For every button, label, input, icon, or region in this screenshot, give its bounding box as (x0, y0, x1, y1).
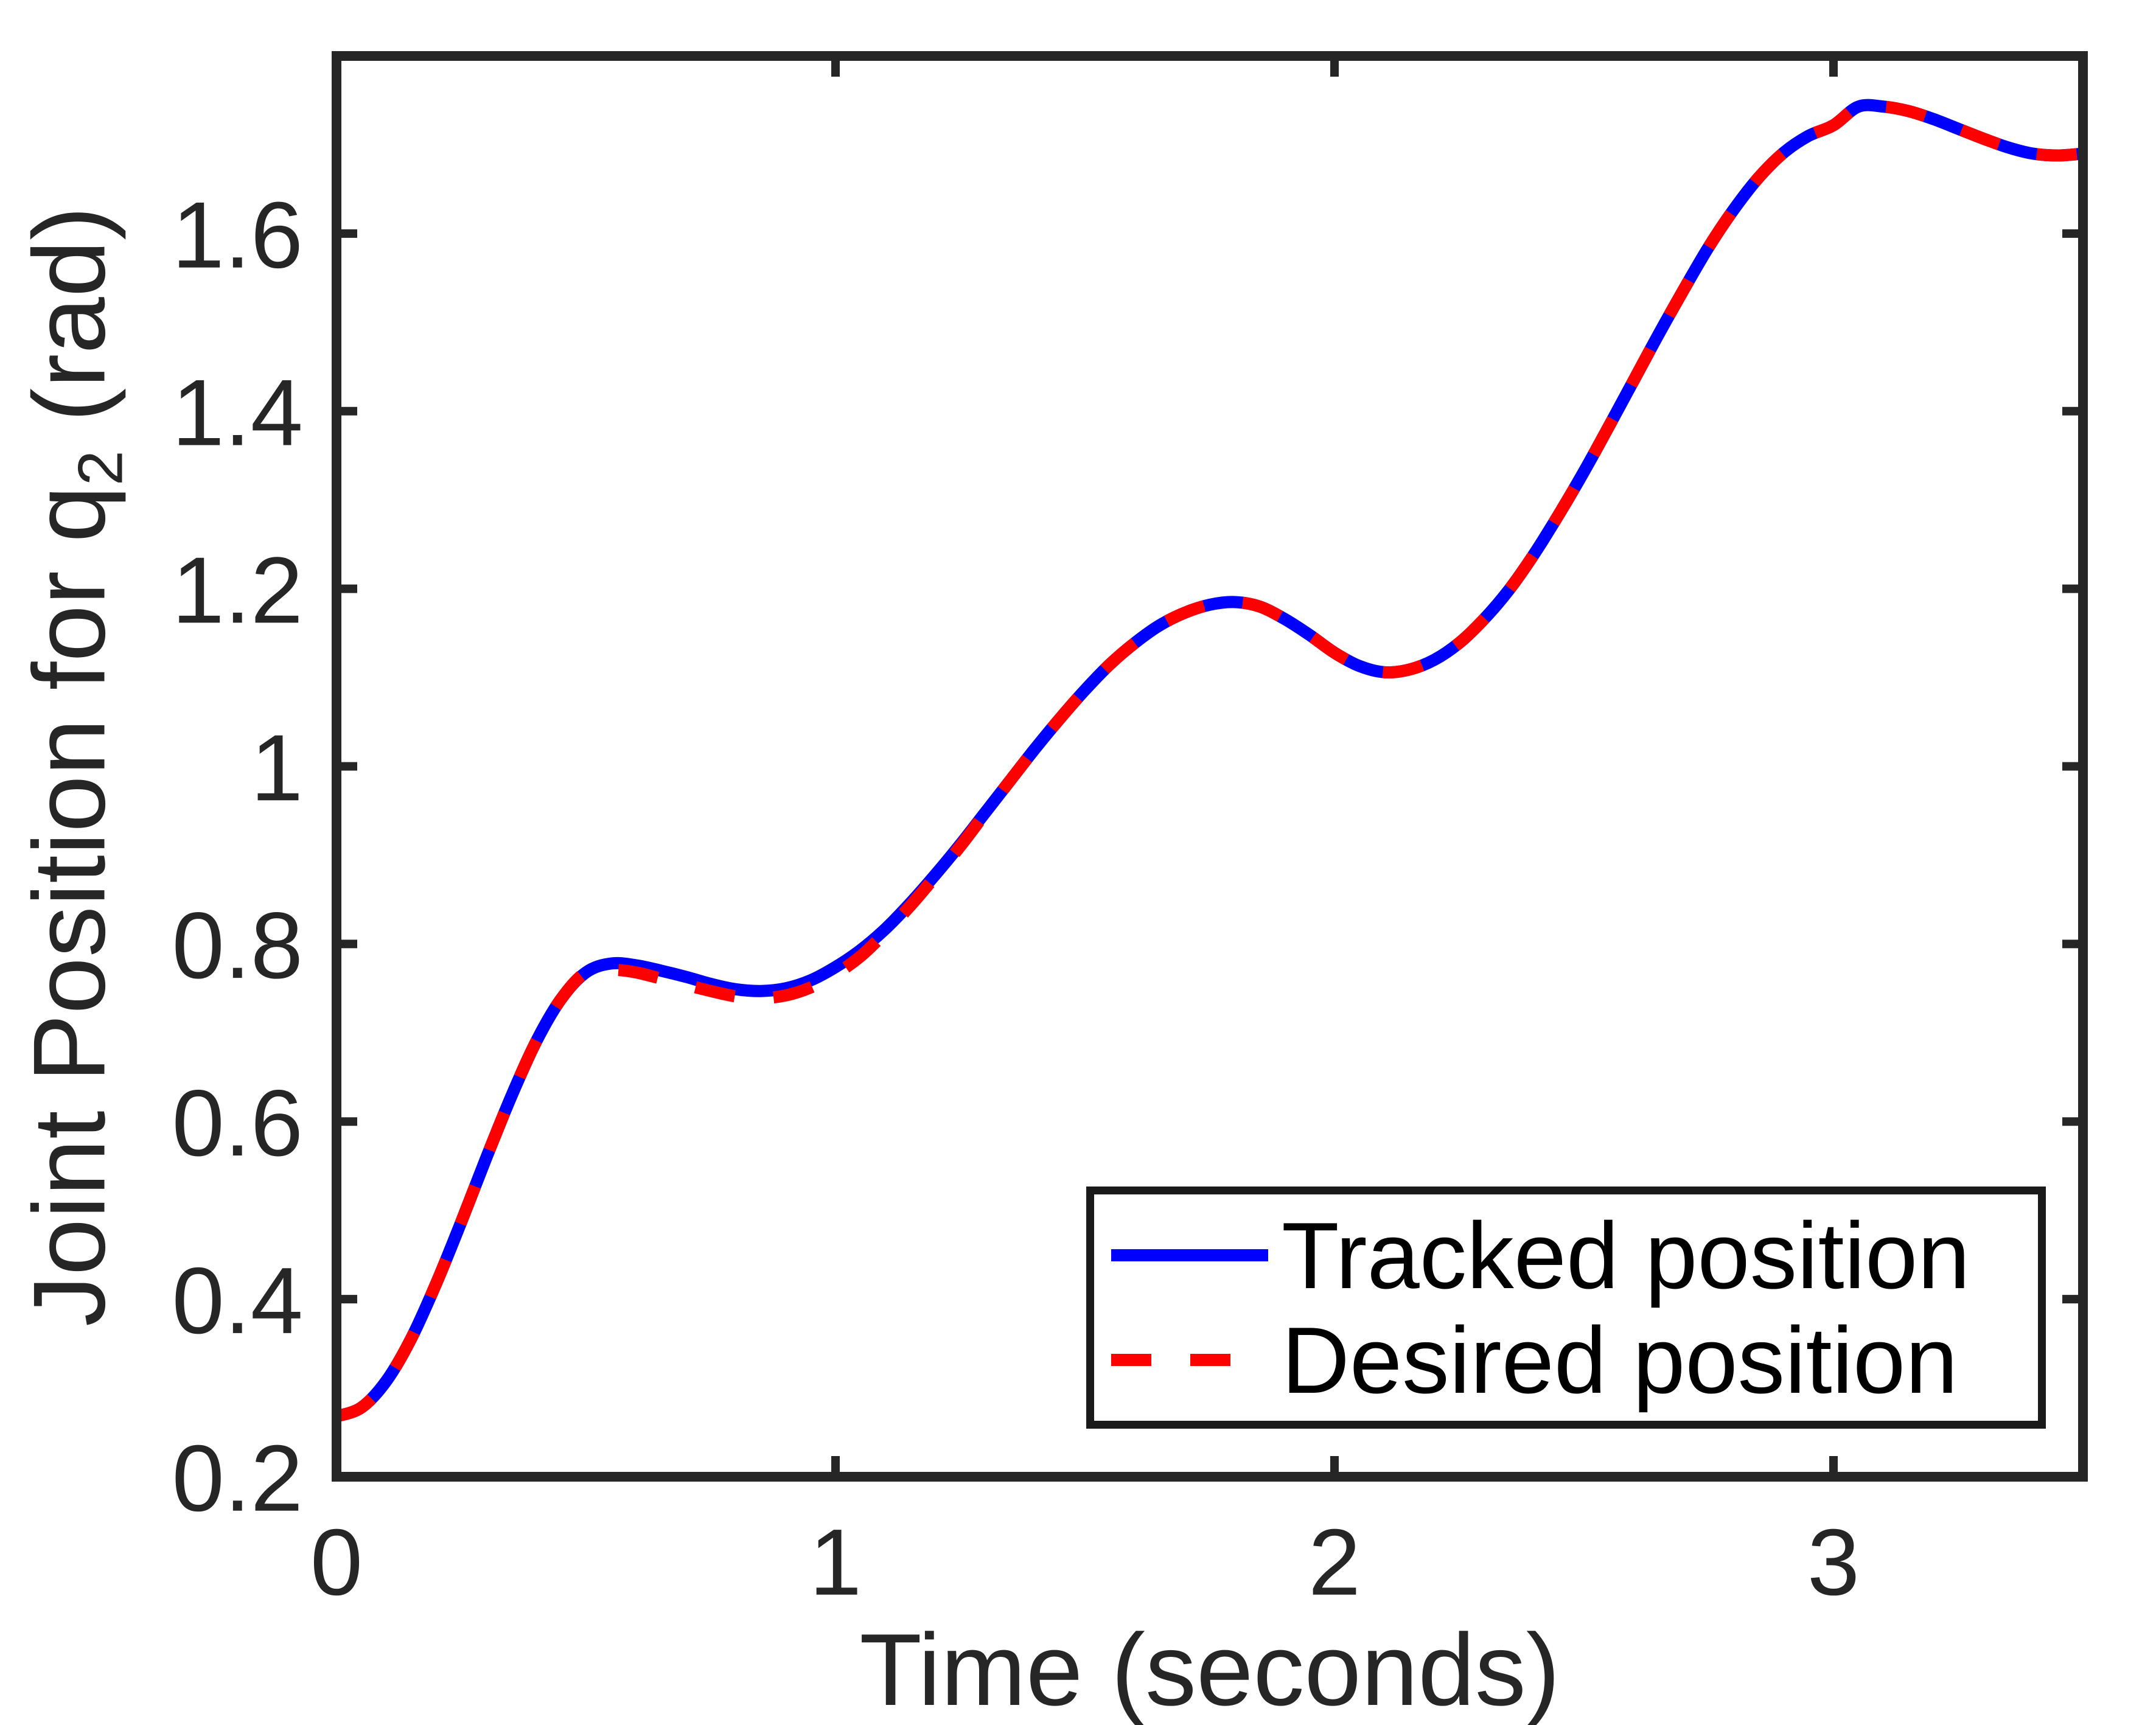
legend-item-desired: Desired position (1094, 1310, 2038, 1410)
svg-text:1: 1 (809, 1510, 862, 1615)
plot-border (332, 51, 2088, 1482)
legend-item-tracked: Tracked position (1094, 1205, 2038, 1306)
y-axis-label-suffix: (rad) (12, 206, 127, 451)
series-desired (334, 99, 2084, 1423)
legend-line-sample-solid (1111, 1249, 1268, 1261)
legend-box: Tracked position Desired position (1086, 1187, 2046, 1429)
svg-text:1.4: 1.4 (172, 360, 303, 465)
svg-text:1: 1 (251, 715, 303, 820)
series-lines (334, 99, 2084, 1423)
y-axis-label-prefix: Joint Position for q (12, 486, 127, 1327)
svg-text:0.8: 0.8 (172, 893, 303, 998)
svg-text:1.2: 1.2 (172, 537, 303, 643)
y-axis-label-subscript: 2 (65, 450, 136, 486)
svg-text:3: 3 (1807, 1510, 1860, 1615)
legend-label-tracked: Tracked position (1282, 1202, 1970, 1308)
tick-labels: 0 1 2 3 0.2 0.4 0.6 0.8 1 1.2 1.4 1.6 (172, 183, 1860, 1615)
svg-text:1.6: 1.6 (172, 183, 303, 288)
svg-text:0.2: 0.2 (172, 1426, 303, 1531)
legend-label-desired: Desired position (1282, 1307, 1958, 1413)
svg-text:2: 2 (1308, 1510, 1361, 1615)
svg-text:0.6: 0.6 (172, 1070, 303, 1176)
svg-text:0: 0 (310, 1510, 363, 1615)
y-axis-label: Joint Position for q2 (rad) (11, 0, 136, 1558)
svg-text:0.4: 0.4 (172, 1248, 303, 1353)
x-axis-label: Time (seconds) (859, 1612, 1560, 1725)
legend-line-sample-dashed (1111, 1354, 1268, 1366)
